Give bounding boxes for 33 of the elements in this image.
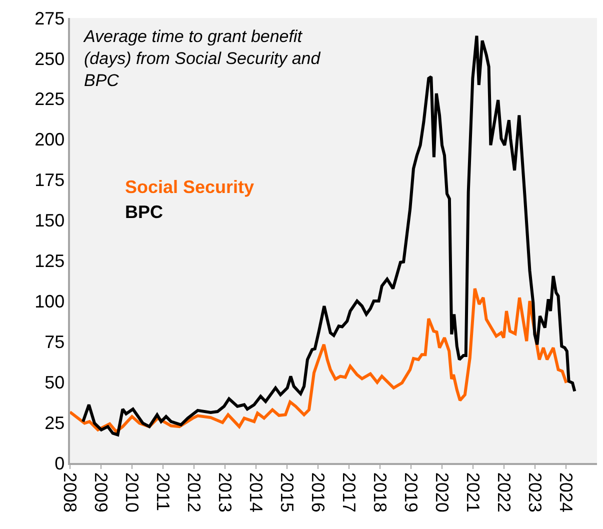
text: Social Security [125, 177, 254, 197]
y-tick-label: 275 [34, 8, 65, 28]
x-tick-label: 2013 [215, 472, 236, 512]
y-tick-label: 25 [44, 412, 65, 433]
y-tick-label: 100 [34, 291, 65, 312]
x-tick-label: 2009 [91, 472, 112, 512]
y-tick-label: 50 [44, 372, 65, 392]
x-tick-label: 2021 [463, 472, 484, 512]
y-tick-label: 0 [54, 453, 65, 474]
y-tick-label: 200 [34, 130, 65, 150]
x-tick-label: 2011 [153, 472, 174, 512]
x-tick-label: 2023 [525, 472, 546, 512]
text: Average time to grant benefit (days) from Social Security and BPC [83, 27, 321, 90]
x-tick-label: 2024 [556, 472, 576, 512]
y-tick-label: 250 [34, 48, 65, 69]
y-tick-label: 75 [44, 332, 65, 352]
x-tick-label: 2019 [401, 472, 422, 512]
x-tick-label: 2010 [122, 472, 142, 512]
x-tick-label: 2020 [432, 472, 452, 512]
x-tick-label: 2008 [60, 472, 80, 512]
x-tick-label: 2012 [184, 472, 204, 512]
x-tick-label: 2022 [494, 472, 514, 512]
x-tick-label: 2017 [339, 472, 360, 512]
line-series [70, 287, 568, 434]
x-tick-label: 2018 [370, 472, 390, 512]
y-tick-label: 225 [34, 89, 65, 110]
y-tick-label: 175 [34, 170, 65, 190]
x-tick-label: 2014 [246, 472, 266, 512]
text: BPC [125, 202, 164, 222]
x-tick-label: 2015 [277, 472, 298, 512]
x-tick-label: 2016 [308, 472, 328, 512]
y-tick-label: 150 [34, 210, 65, 231]
y-tick-label: 125 [34, 251, 65, 272]
